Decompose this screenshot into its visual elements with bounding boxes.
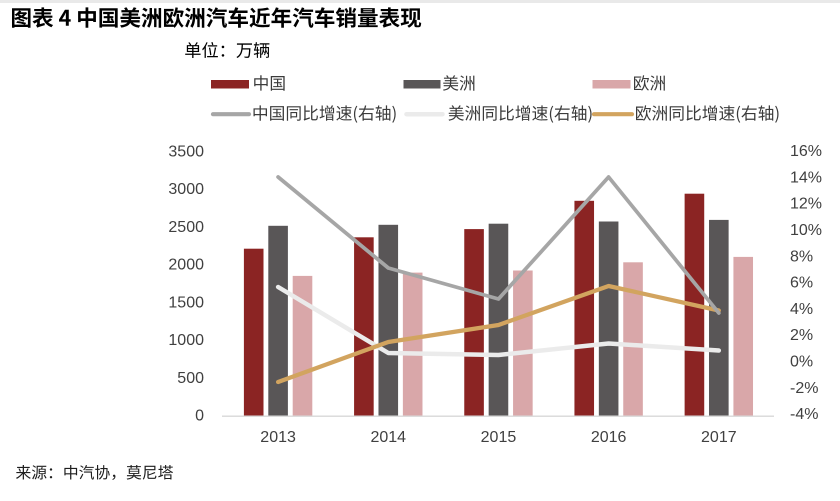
svg-text:2%: 2% [790, 327, 813, 344]
svg-text:2014: 2014 [370, 429, 406, 446]
svg-text:2000: 2000 [168, 257, 204, 274]
svg-text:-4%: -4% [790, 406, 818, 423]
svg-text:2016: 2016 [591, 429, 627, 446]
svg-text:1500: 1500 [168, 294, 204, 311]
svg-text:8%: 8% [790, 248, 813, 265]
svg-text:2013: 2013 [260, 429, 296, 446]
svg-text:10%: 10% [790, 222, 822, 239]
svg-text:12%: 12% [790, 196, 822, 213]
svg-text:2017: 2017 [701, 429, 737, 446]
svg-text:4%: 4% [790, 301, 813, 318]
svg-text:3500: 3500 [168, 143, 204, 160]
svg-text:6%: 6% [790, 275, 813, 292]
svg-text:1000: 1000 [168, 332, 204, 349]
svg-text:2500: 2500 [168, 219, 204, 236]
svg-text:14%: 14% [790, 169, 822, 186]
svg-text:500: 500 [177, 370, 204, 387]
svg-text:-2%: -2% [790, 380, 818, 397]
svg-text:0%: 0% [790, 354, 813, 371]
svg-text:16%: 16% [790, 143, 822, 160]
svg-text:0: 0 [195, 408, 204, 425]
svg-text:3000: 3000 [168, 181, 204, 198]
svg-text:2015: 2015 [481, 429, 517, 446]
